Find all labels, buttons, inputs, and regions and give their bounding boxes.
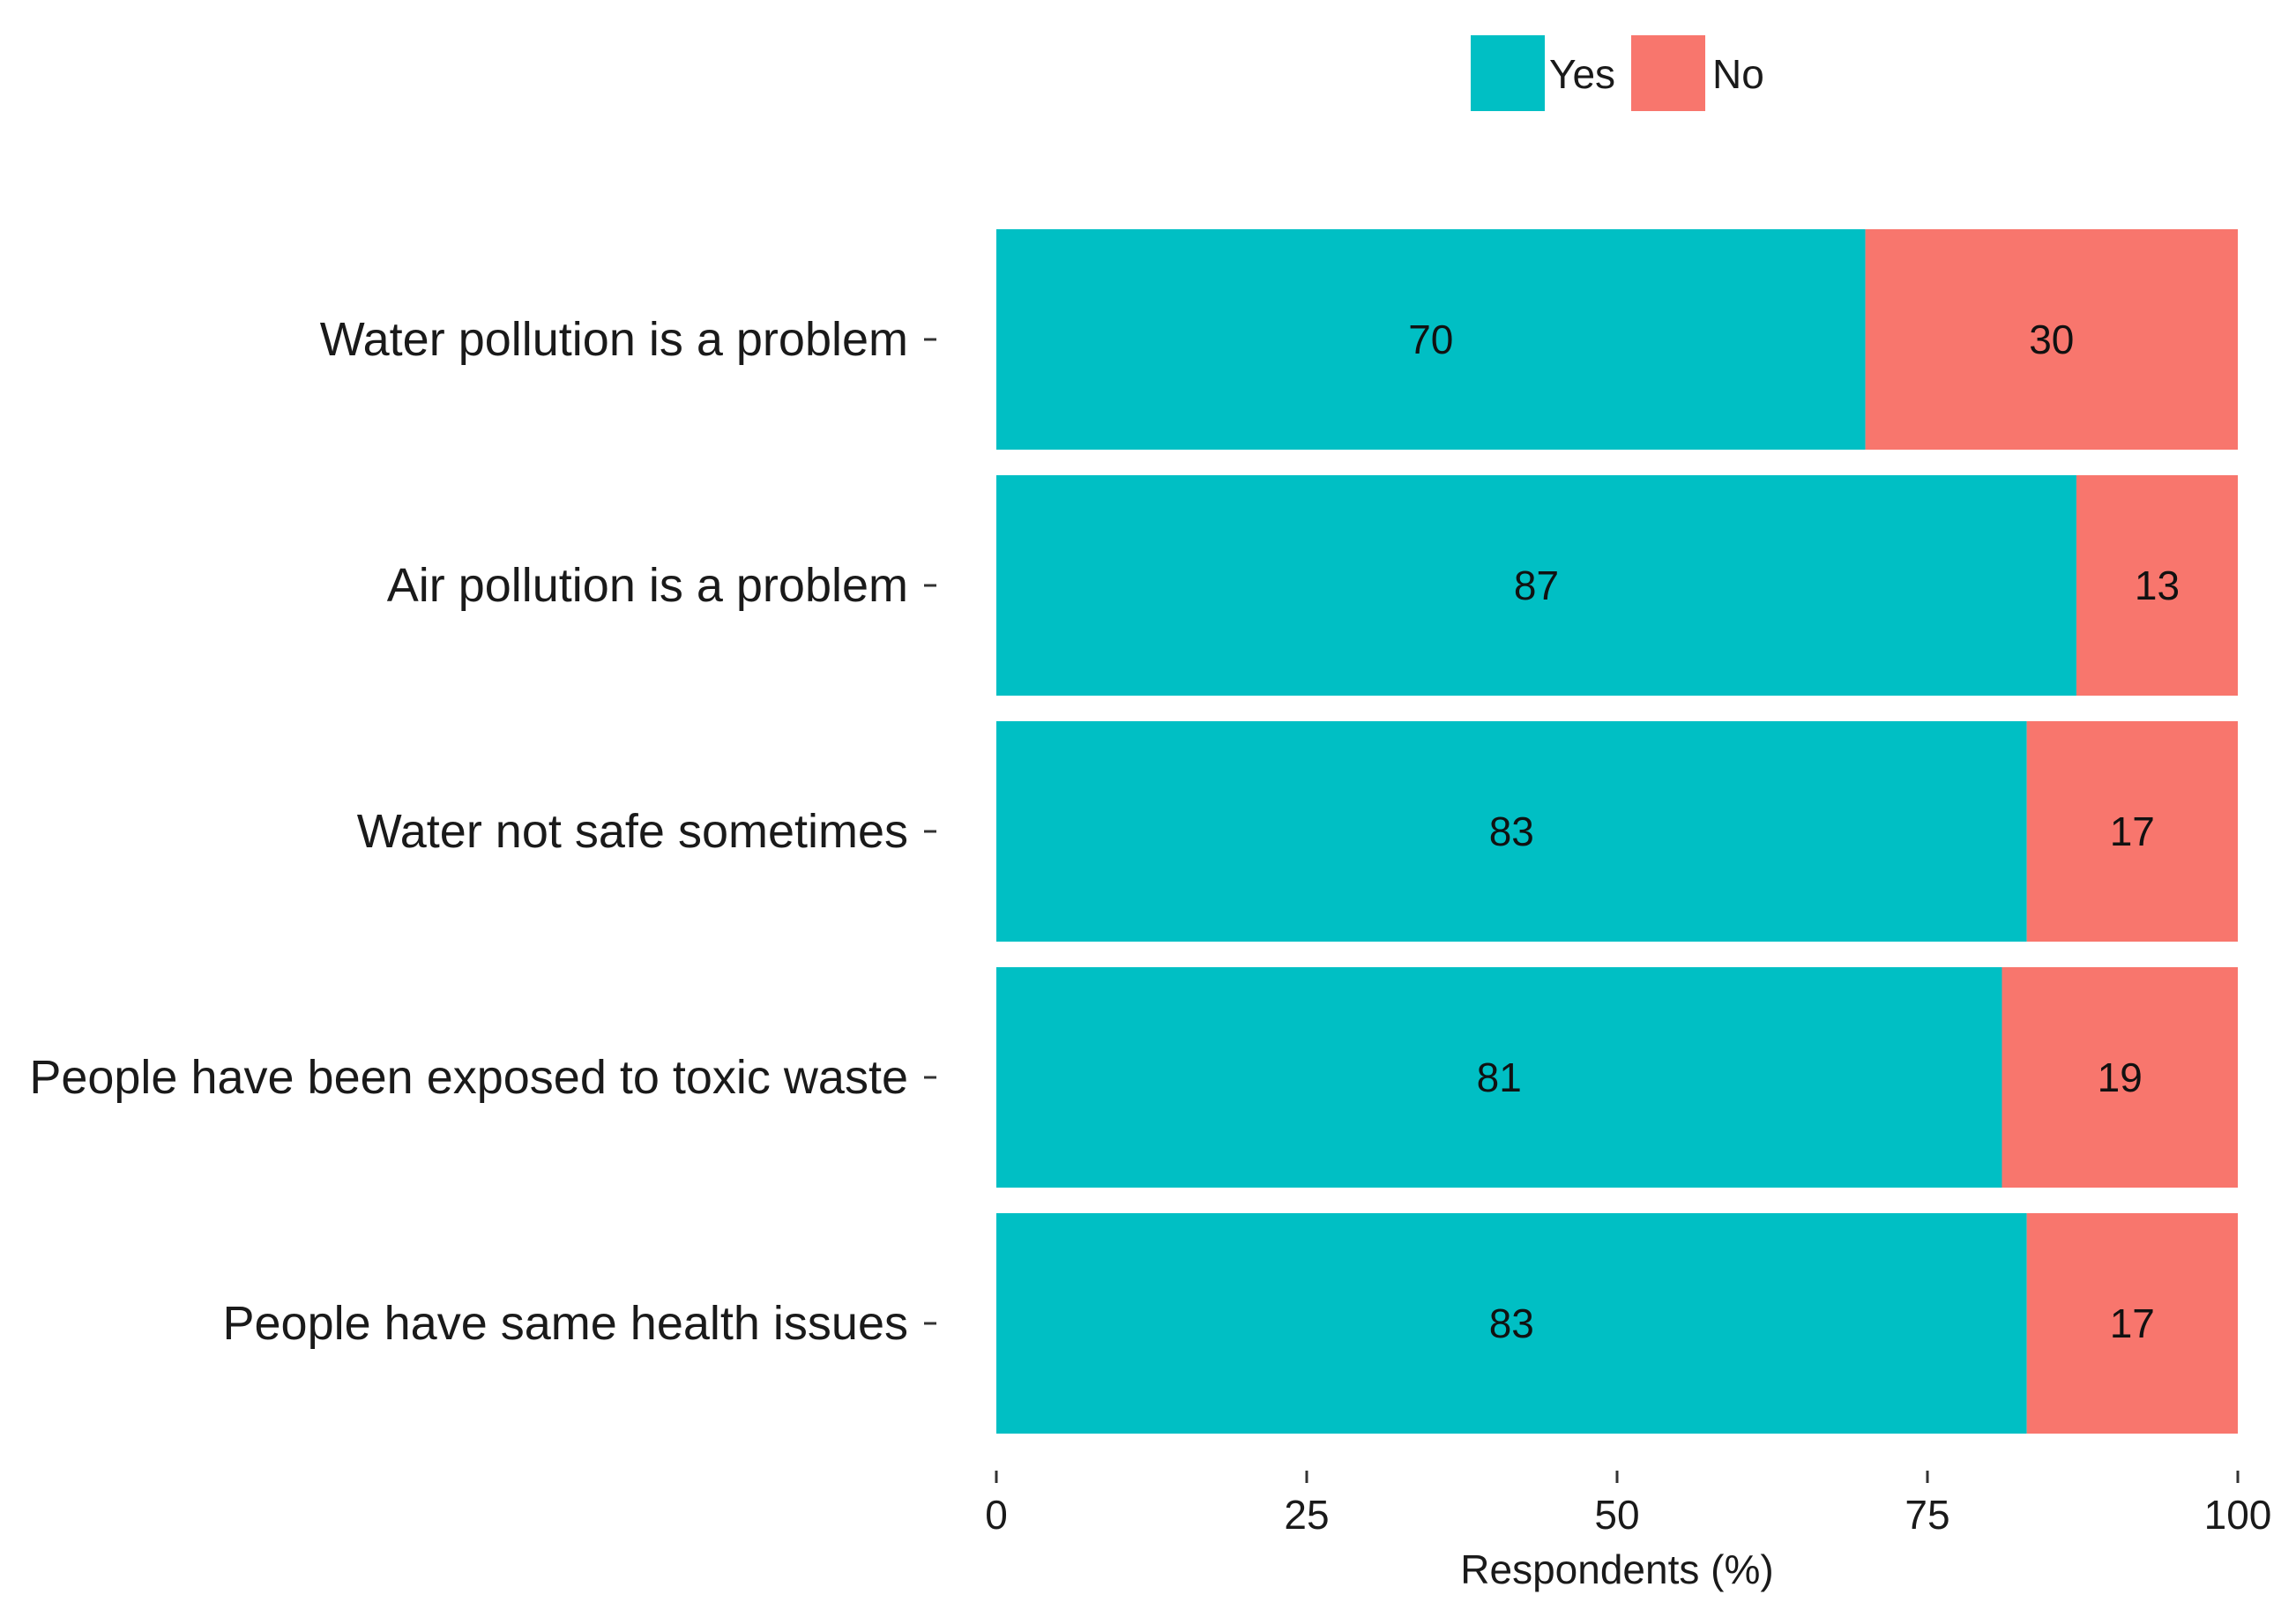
bar-label-no-4: 19 — [2098, 1054, 2143, 1100]
legend-swatch-yes — [1471, 35, 1545, 111]
bar-label-no-1: 30 — [2029, 317, 2074, 362]
x-axis: 0 25 50 75 100 — [985, 1471, 2271, 1538]
category-label-5: People have same health issues — [223, 1297, 909, 1350]
x-axis-title: Respondents (%) — [1460, 1546, 1773, 1592]
bar-yes-4 — [996, 967, 2002, 1188]
bar-label-yes-2: 87 — [1514, 563, 1559, 608]
category-label-2: Air pollution is a problem — [387, 559, 908, 612]
category-axis: Water pollution is a problem Air pollutio… — [29, 313, 936, 1350]
bars: 70 30 87 13 83 17 81 19 83 17 — [996, 229, 2238, 1434]
bar-no-2 — [2076, 475, 2238, 696]
x-tick-label-0: 0 — [985, 1492, 1008, 1538]
bar-label-yes-4: 81 — [1477, 1054, 1522, 1100]
bar-yes-3 — [996, 721, 2027, 942]
bar-label-yes-1: 70 — [1408, 317, 1453, 362]
bar-yes-5 — [996, 1213, 2027, 1434]
category-label-1: Water pollution is a problem — [320, 313, 908, 366]
category-label-4: People have been exposed to toxic waste — [29, 1051, 908, 1104]
x-tick-label-50: 50 — [1594, 1492, 1639, 1538]
bar-label-yes-3: 83 — [1489, 808, 1534, 854]
x-tick-label-75: 75 — [1905, 1492, 1949, 1538]
category-label-3: Water not safe sometimes — [357, 805, 908, 858]
x-tick-label-25: 25 — [1284, 1492, 1329, 1538]
bar-yes-2 — [996, 475, 2076, 696]
x-tick-label-100: 100 — [2204, 1492, 2272, 1538]
bar-no-3 — [2026, 721, 2238, 942]
bar-label-no-5: 17 — [2110, 1300, 2155, 1346]
legend-label-yes: Yes — [1549, 51, 1615, 97]
legend-swatch-no — [1631, 35, 1705, 111]
bar-yes-1 — [996, 229, 1866, 450]
bar-no-5 — [2026, 1213, 2238, 1434]
bar-no-4 — [2002, 967, 2238, 1188]
bar-no-1 — [1865, 229, 2238, 450]
bar-label-no-2: 13 — [2135, 563, 2180, 608]
bar-label-yes-5: 83 — [1489, 1300, 1534, 1346]
legend-label-no: No — [1712, 51, 1764, 97]
bar-label-no-3: 17 — [2110, 808, 2155, 854]
legend: Yes No — [1471, 35, 1764, 111]
